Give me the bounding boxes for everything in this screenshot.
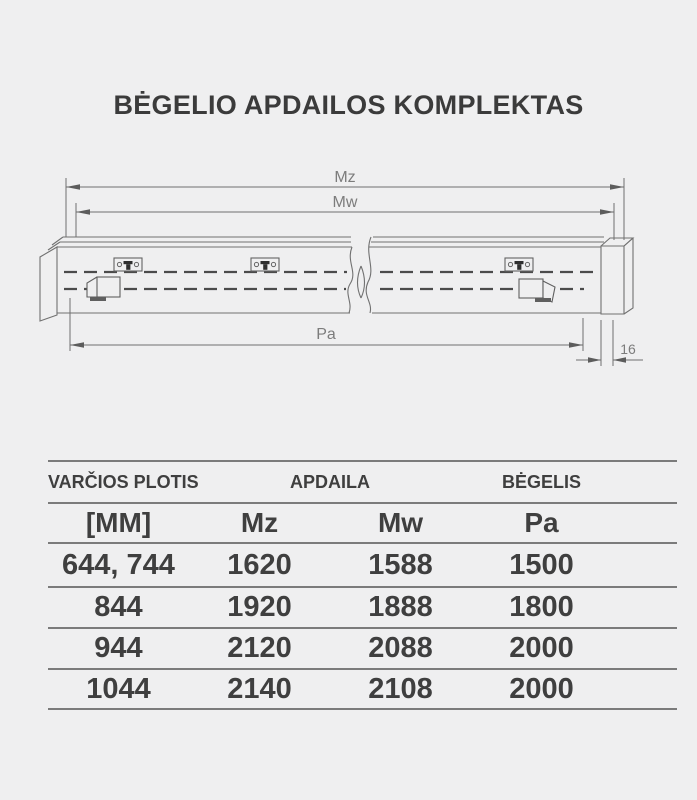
table-cell: 2120: [227, 632, 292, 664]
rail-right-hidden-lines: [380, 270, 596, 291]
spec-table: VARČIOS PLOTIS APDAILA BĖGELIS [MM] Mz M…: [48, 460, 677, 710]
column-header-mm: [MM]: [85, 507, 152, 538]
mounting-clip-icon: [113, 257, 143, 272]
table-column-header-row: [MM] Mz Mw Pa: [48, 504, 677, 544]
dimension-label-mz: Mz: [334, 169, 355, 186]
rail-right-segment: [356, 236, 635, 315]
table-cell: 1588: [368, 548, 433, 581]
table-row: 944 2120 2088 2000: [48, 629, 677, 670]
column-header-mw: Mw: [377, 507, 424, 538]
table-cell: 2088: [368, 632, 433, 664]
arrow-right-icon: [600, 209, 614, 215]
column-header-mz: Mz: [240, 507, 279, 538]
table-row: 644, 744 1620 1588 1500: [48, 544, 677, 588]
group-header-door-width: VARČIOS PLOTIS: [48, 471, 199, 492]
table-cell: 1620: [227, 548, 292, 581]
arrow-left-icon: [66, 184, 80, 190]
table-cell: 1920: [227, 591, 292, 623]
group-header-trim: APDAILA: [290, 471, 370, 492]
dimension-mw: [75, 203, 615, 240]
table-cell: 1044: [86, 672, 151, 705]
arrow-right-icon: [569, 342, 583, 348]
table-row: 844 1920 1888 1800: [48, 588, 677, 629]
column-header-pa: Pa: [524, 507, 559, 538]
table-cell: 2108: [368, 672, 433, 705]
table-group-header-row: VARČIOS PLOTIS APDAILA BĖGELIS: [48, 462, 677, 504]
mounting-clip-icon: [250, 257, 280, 272]
dimension-label-end-thickness: 16: [620, 341, 636, 357]
table-cell: 1500: [509, 548, 574, 581]
table-cell: 644, 744: [62, 548, 175, 581]
rail-left-segment: [39, 236, 354, 322]
group-header-rail: BĖGELIS: [501, 471, 581, 492]
table-cell: 944: [94, 632, 143, 664]
rail-technical-drawing: Mz Mw: [0, 150, 697, 390]
end-stop-right-icon: [518, 278, 556, 303]
table-cell: 1800: [509, 591, 574, 623]
arrow-left-icon: [613, 357, 626, 363]
table-cell: 2000: [509, 672, 574, 705]
table-cell: 1888: [368, 591, 433, 623]
arrow-left-icon: [70, 342, 84, 348]
table-cell: 2000: [509, 632, 574, 664]
page-title: BĖGELIO APDAILOS KOMPLEKTAS: [113, 90, 584, 120]
table-row: 1044 2140 2108 2000: [48, 670, 677, 710]
dimension-pa: [69, 298, 584, 351]
table-cell: 844: [94, 591, 143, 623]
table-cell: 2140: [227, 672, 292, 705]
end-stop-left-icon: [86, 276, 121, 301]
arrow-left-icon: [76, 209, 90, 215]
arrow-right-icon: [610, 184, 624, 190]
arrow-right-icon: [588, 357, 601, 363]
rail-drawing-svg: Mz Mw: [39, 169, 643, 366]
dimension-mz: [65, 178, 625, 240]
mounting-clip-icon: [504, 257, 534, 272]
dimension-label-mw: Mw: [333, 194, 358, 211]
dimension-label-pa: Pa: [316, 326, 336, 343]
